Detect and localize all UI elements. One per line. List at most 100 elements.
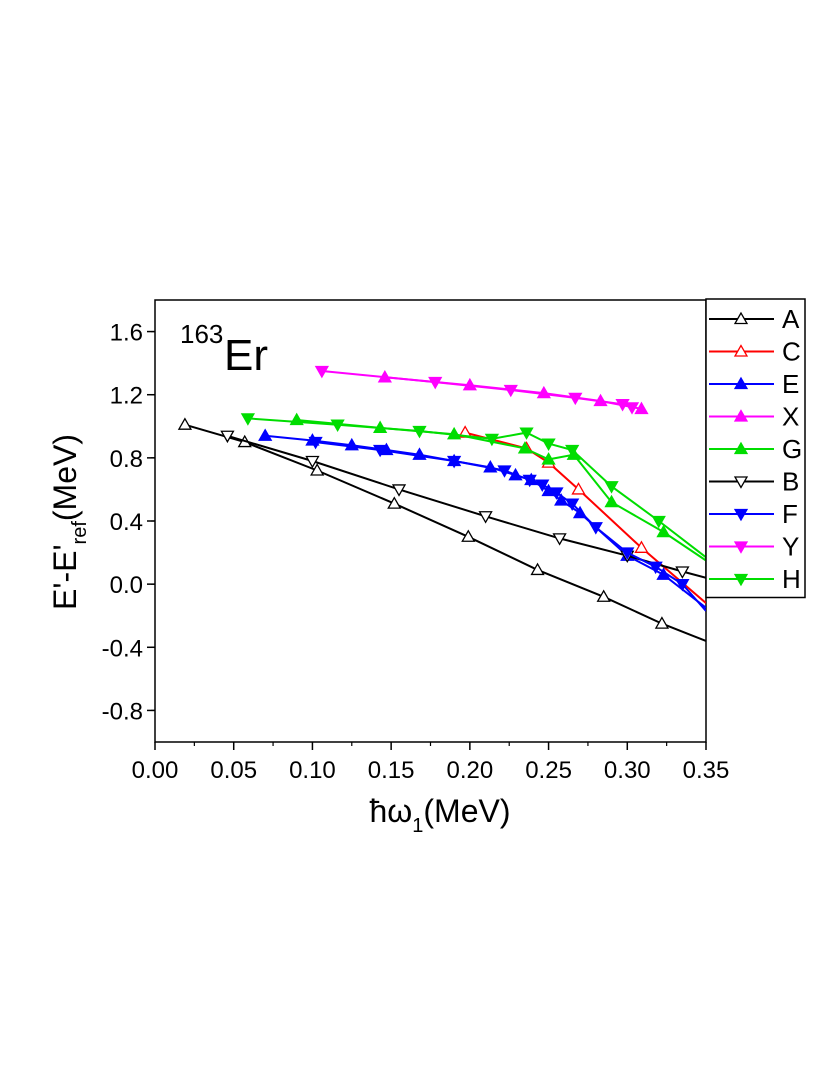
data-point-b	[305, 455, 320, 469]
legend-label-x: X	[782, 402, 799, 432]
x-tick-label: 0.25	[525, 757, 572, 784]
x-tick-label: 0.35	[683, 757, 730, 784]
y-tick-label: 0.0	[110, 572, 143, 599]
data-point-a	[177, 417, 193, 430]
y-axis-title: E'-E'ref(MeV)	[47, 434, 91, 610]
series-y	[314, 365, 640, 415]
y-tick-label: 0.8	[110, 446, 143, 473]
data-point-f	[620, 547, 635, 560]
data-point-a	[596, 589, 611, 602]
data-point-y	[624, 402, 640, 415]
x-axis-title-unit: (MeV)	[423, 793, 510, 829]
data-point-h	[565, 444, 580, 458]
data-point-y	[314, 365, 329, 379]
legend-label-g: G	[782, 434, 802, 464]
data-point-x	[634, 401, 649, 415]
data-point-g	[541, 452, 556, 465]
data-point-f	[522, 474, 537, 488]
x-tick-label: 0.00	[132, 757, 179, 784]
data-point-h	[519, 427, 534, 440]
legend-marker-e	[733, 376, 749, 390]
y-axis-title-sub: ref	[69, 521, 91, 545]
legend-marker-g	[733, 441, 749, 455]
data-point-b	[552, 533, 567, 546]
data-point-f	[373, 444, 388, 458]
data-point-h	[651, 515, 666, 529]
series-layer	[177, 365, 706, 642]
legend-marker-h	[733, 573, 749, 587]
data-point-f	[446, 455, 462, 469]
legend-label-h: H	[782, 564, 801, 594]
series-a	[177, 417, 706, 642]
x-tick-label: 0.05	[210, 757, 257, 784]
x-tick-label: 0.15	[368, 757, 415, 784]
data-point-h	[330, 419, 345, 433]
legend-label-y: Y	[782, 532, 799, 562]
isotope-mass-number: 163	[180, 319, 223, 349]
x-axis-title: ħω1(MeV)	[369, 793, 510, 837]
data-point-y	[568, 392, 583, 406]
data-point-a	[387, 496, 402, 509]
legend-label-f: F	[782, 499, 798, 529]
x-axis-title-main: ħω	[369, 793, 412, 829]
y-axis-title-pre: E'-E'	[47, 544, 83, 610]
y-tick-label: -0.4	[102, 635, 143, 662]
data-point-b	[478, 511, 493, 524]
legend-label-e: E	[782, 369, 799, 399]
data-point-a	[530, 562, 545, 576]
data-point-f	[308, 436, 323, 450]
x-axis-title-sub: 1	[412, 815, 423, 837]
x-tick-label: 0.10	[289, 757, 336, 784]
data-point-f	[549, 487, 564, 500]
data-point-h	[541, 438, 556, 451]
data-point-a	[310, 463, 325, 476]
series-h	[240, 413, 706, 559]
x-axis: 0.00 0.05 0.10 0.15 0.20 0.25 0.30 0.35	[132, 742, 730, 784]
legend-marker-c	[733, 344, 749, 357]
data-point-f	[497, 465, 512, 478]
data-point-f	[588, 522, 603, 535]
y-axis: -0.8 -0.4 0.0 0.4 0.8 1.2 1.6	[102, 320, 155, 725]
data-point-g	[604, 494, 619, 508]
y-tick-label: -0.8	[102, 698, 143, 725]
data-point-e	[554, 493, 569, 506]
data-point-f	[565, 498, 580, 511]
legend-marker-a	[733, 311, 749, 325]
data-point-f	[648, 561, 663, 575]
legend-marker-b	[733, 476, 749, 489]
data-point-f	[535, 479, 550, 493]
data-point-b	[220, 430, 235, 444]
legend-label-c: C	[782, 337, 801, 367]
isotope-element: Er	[224, 331, 268, 380]
data-point-h	[484, 433, 500, 447]
y-tick-label: 1.2	[110, 383, 143, 410]
series-line-h	[247, 417, 706, 559]
y-tick-label: 1.6	[110, 320, 143, 347]
data-point-g	[517, 441, 533, 454]
legend-marker-y	[733, 541, 749, 554]
legend-label-a: A	[782, 304, 800, 334]
series-f	[308, 436, 706, 612]
data-point-g	[656, 524, 671, 538]
data-point-h	[604, 481, 619, 494]
x-tick-label: 0.30	[604, 757, 651, 784]
data-point-y	[503, 384, 518, 398]
x-tick-label: 0.20	[446, 757, 493, 784]
data-point-b	[391, 484, 407, 497]
data-point-e	[258, 428, 273, 441]
legend-marker-x	[733, 409, 749, 422]
series-line-a	[184, 423, 706, 642]
series-line-f	[315, 441, 706, 612]
y-axis-title-unit: (MeV)	[47, 434, 83, 521]
data-point-f	[675, 578, 690, 592]
legend-label-b: B	[782, 467, 799, 497]
data-point-a	[461, 529, 476, 542]
data-point-c	[571, 482, 586, 495]
series-line-y	[321, 370, 633, 409]
data-point-a	[654, 616, 670, 629]
data-point-b	[675, 566, 690, 579]
series-g	[289, 412, 706, 562]
y-tick-label: 0.4	[110, 509, 143, 536]
